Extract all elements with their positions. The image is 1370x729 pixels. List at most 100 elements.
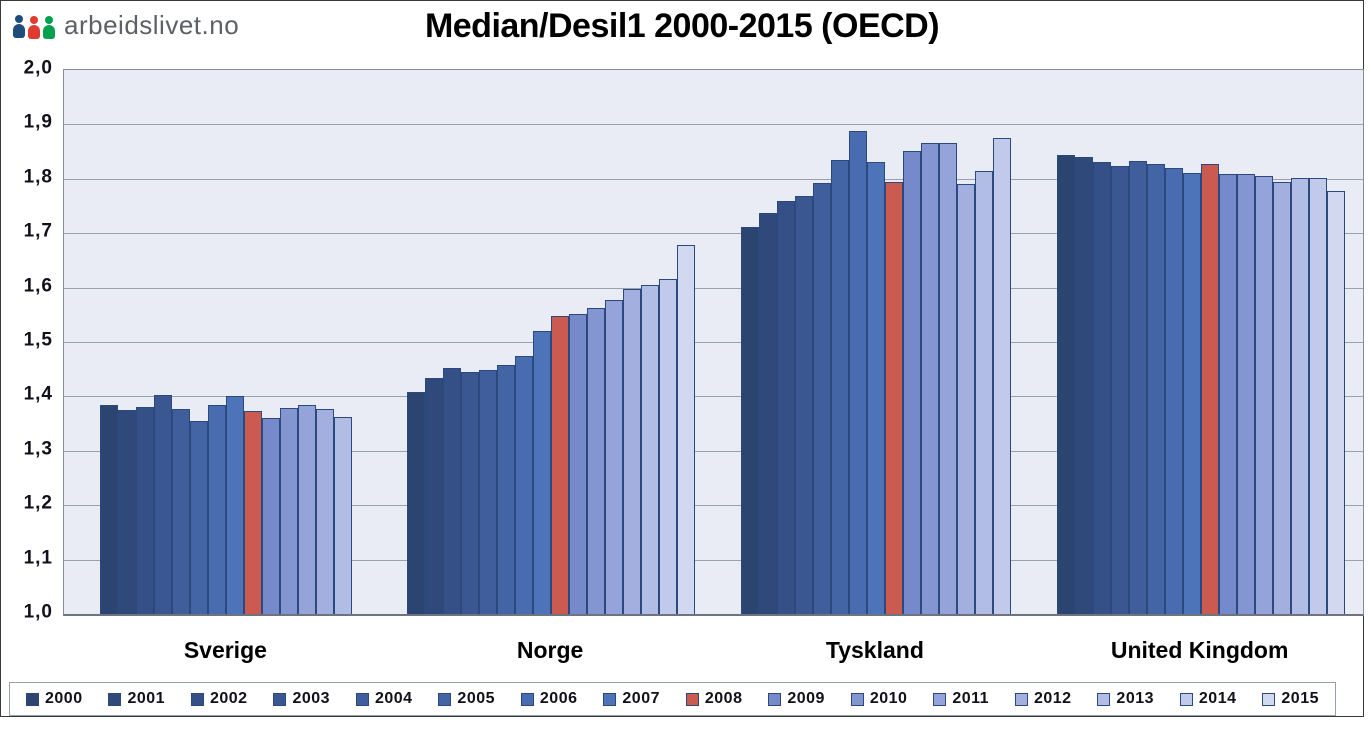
legend-label: 2012 (1033, 690, 1072, 707)
bar-tyskland-2004 (812, 183, 831, 614)
legend-item-2011: 2011 (933, 690, 989, 708)
bar-sverige-2011 (298, 405, 317, 614)
chart-frame: arbeidslivet.no Median/Desil1 2000-2015 … (0, 0, 1364, 717)
y-tick-label: 1,4 (23, 383, 53, 405)
gridline (64, 178, 1363, 180)
legend-item-2007: 2007 (603, 690, 660, 708)
bar-sverige-2012 (316, 408, 335, 614)
legend-swatch-2004 (355, 692, 369, 706)
bar-norge-2008 (551, 316, 570, 614)
bar-tyskland-2014 (992, 138, 1011, 614)
legend-swatch-2010 (850, 692, 864, 706)
bar-united-kingdom-2012 (1272, 182, 1291, 614)
legend-item-2010: 2010 (850, 690, 908, 708)
bar-groups (64, 70, 1363, 614)
bar-tyskland-2013 (974, 171, 993, 614)
legend-label: 2011 (952, 690, 990, 707)
bar-norge-2000 (407, 392, 426, 614)
bar-united-kingdom-2001 (1074, 157, 1093, 614)
legend-item-2012: 2012 (1014, 690, 1072, 708)
bar-tyskland-2011 (938, 142, 957, 614)
legend-label: 2003 (292, 690, 331, 707)
legend-item-2005: 2005 (438, 690, 495, 708)
bar-united-kingdom-2009 (1218, 173, 1237, 614)
bar-tyskland-2003 (794, 196, 813, 614)
bar-norge-2013 (641, 284, 660, 614)
logo: arbeidslivet.no (13, 12, 239, 39)
legend-item-2004: 2004 (355, 690, 413, 708)
bar-group-united-kingdom (1038, 70, 1363, 614)
legend-label: 2002 (209, 690, 248, 707)
legend-label: 2005 (457, 690, 496, 707)
y-tick-label: 1,7 (23, 220, 53, 242)
bar-norge-2004 (479, 370, 498, 614)
legend-item-2000: 2000 (26, 690, 83, 708)
person-icon-green (43, 16, 55, 39)
y-tick-label: 1,6 (23, 275, 53, 297)
bar-sverige-2003 (154, 394, 173, 614)
bar-norge-2014 (659, 278, 678, 614)
y-tick-label: 1,0 (23, 601, 53, 623)
legend-item-2014: 2014 (1179, 690, 1237, 708)
bar-united-kingdom-2013 (1290, 178, 1309, 614)
bar-united-kingdom-2011 (1254, 176, 1273, 614)
legend-label: 2010 (869, 690, 908, 707)
y-tick-label: 1,2 (23, 492, 53, 514)
bar-sverige-2006 (208, 405, 227, 614)
bar-sverige-2013 (334, 417, 353, 614)
bar-norge-2010 (587, 308, 606, 614)
legend-item-2009: 2009 (768, 690, 825, 708)
bar-sverige-2004 (172, 408, 191, 614)
bar-tyskland-2000 (740, 227, 759, 614)
bar-united-kingdom-2005 (1146, 163, 1165, 614)
legend-swatch-2001 (108, 692, 122, 706)
legend-swatch-2009 (768, 692, 782, 706)
bar-united-kingdom-2010 (1236, 173, 1255, 614)
legend-item-2015: 2015 (1262, 690, 1319, 708)
legend-label: 2004 (374, 690, 413, 707)
legend-label: 2013 (1116, 690, 1155, 707)
bar-sverige-2010 (280, 407, 299, 614)
y-tick-label: 2,0 (23, 57, 53, 79)
bar-united-kingdom-2006 (1164, 167, 1183, 614)
logo-text: arbeidslivet.no (64, 10, 240, 40)
gridline (64, 342, 1363, 343)
x-label-united-kingdom: United Kingdom (1110, 637, 1289, 663)
bar-tyskland-2005 (830, 159, 849, 614)
bar-tyskland-2008 (884, 182, 903, 614)
x-axis-labels: Sverige Norge Tyskland United Kingdom (63, 637, 1362, 664)
bar-norge-2011 (605, 300, 624, 614)
x-label-sverige: Sverige (183, 637, 267, 663)
x-label-tyskland: Tyskland (825, 637, 924, 663)
person-icon-blue (13, 15, 25, 39)
bar-norge-2009 (569, 313, 588, 614)
bar-sverige-2002 (136, 406, 155, 614)
bar-group-sverige (64, 70, 389, 614)
legend-swatch-2005 (438, 692, 452, 706)
bar-norge-2001 (425, 378, 444, 614)
legend-swatch-2000 (26, 692, 39, 706)
y-tick-label: 1,5 (23, 329, 53, 351)
bar-united-kingdom-2008 (1200, 163, 1219, 614)
chart-title: Median/Desil1 2000-2015 (OECD) (424, 7, 940, 45)
gridline (64, 124, 1363, 126)
legend-item-2003: 2003 (273, 690, 330, 708)
legend-swatch-2003 (273, 692, 287, 706)
legend-item-2013: 2013 (1097, 690, 1154, 708)
legend-item-2006: 2006 (520, 690, 578, 708)
bar-tyskland-2002 (776, 200, 795, 614)
y-tick-label: 1,3 (23, 438, 53, 460)
legend-label: 2015 (1281, 690, 1319, 707)
bar-united-kingdom-2015 (1326, 191, 1345, 614)
bar-sverige-2007 (226, 396, 245, 614)
bar-tyskland-2006 (848, 130, 867, 614)
legend-label: 2000 (45, 690, 83, 707)
bar-tyskland-2001 (758, 213, 777, 614)
bar-tyskland-2007 (866, 161, 885, 614)
bar-norge-2002 (443, 368, 462, 614)
gridline (64, 559, 1363, 561)
y-tick-label: 1,8 (23, 166, 53, 188)
bar-united-kingdom-2003 (1110, 165, 1129, 614)
bar-tyskland-2009 (902, 151, 921, 614)
gridline (64, 505, 1363, 507)
